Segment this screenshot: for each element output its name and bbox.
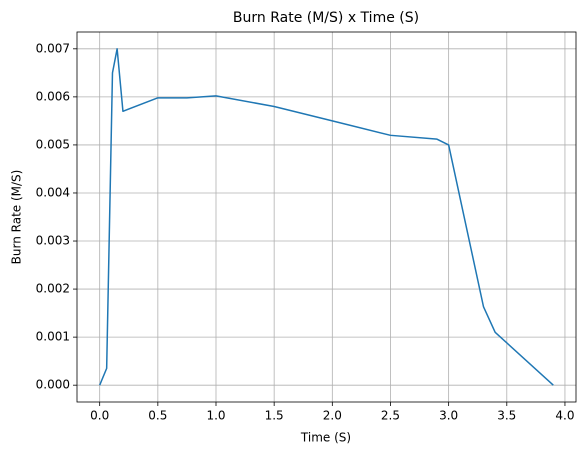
x-tick-label: 4.0 [555,409,574,423]
x-tick-label: 3.0 [439,409,458,423]
y-tick-label: 0.007 [36,41,70,55]
plot-frame [76,31,577,403]
y-tick-label: 0.006 [36,89,70,103]
x-tick-label: 2.0 [323,409,342,423]
x-tick-label: 0.0 [90,409,109,423]
y-tick-label: 0.004 [36,185,70,199]
y-tick-label: 0.002 [36,282,70,296]
y-tick-label: 0.005 [36,137,70,151]
x-tick-label: 0.5 [148,409,167,423]
y-tick-label: 0.001 [36,330,70,344]
chart-title: Burn Rate (M/S) x Time (S) [233,10,419,26]
x-tick-label: 2.5 [381,409,400,423]
y-tick-label: 0.003 [36,234,70,248]
x-tick-label: 3.5 [497,409,516,423]
data-line [98,48,554,386]
y-axis-label: Burn Rate (M/S) [10,170,24,265]
x-axis-label: Time (S) [300,431,351,445]
x-tick-label: 1.0 [206,409,225,423]
y-tick-label: 0.000 [36,378,70,392]
x-tick-label: 1.5 [265,409,284,423]
